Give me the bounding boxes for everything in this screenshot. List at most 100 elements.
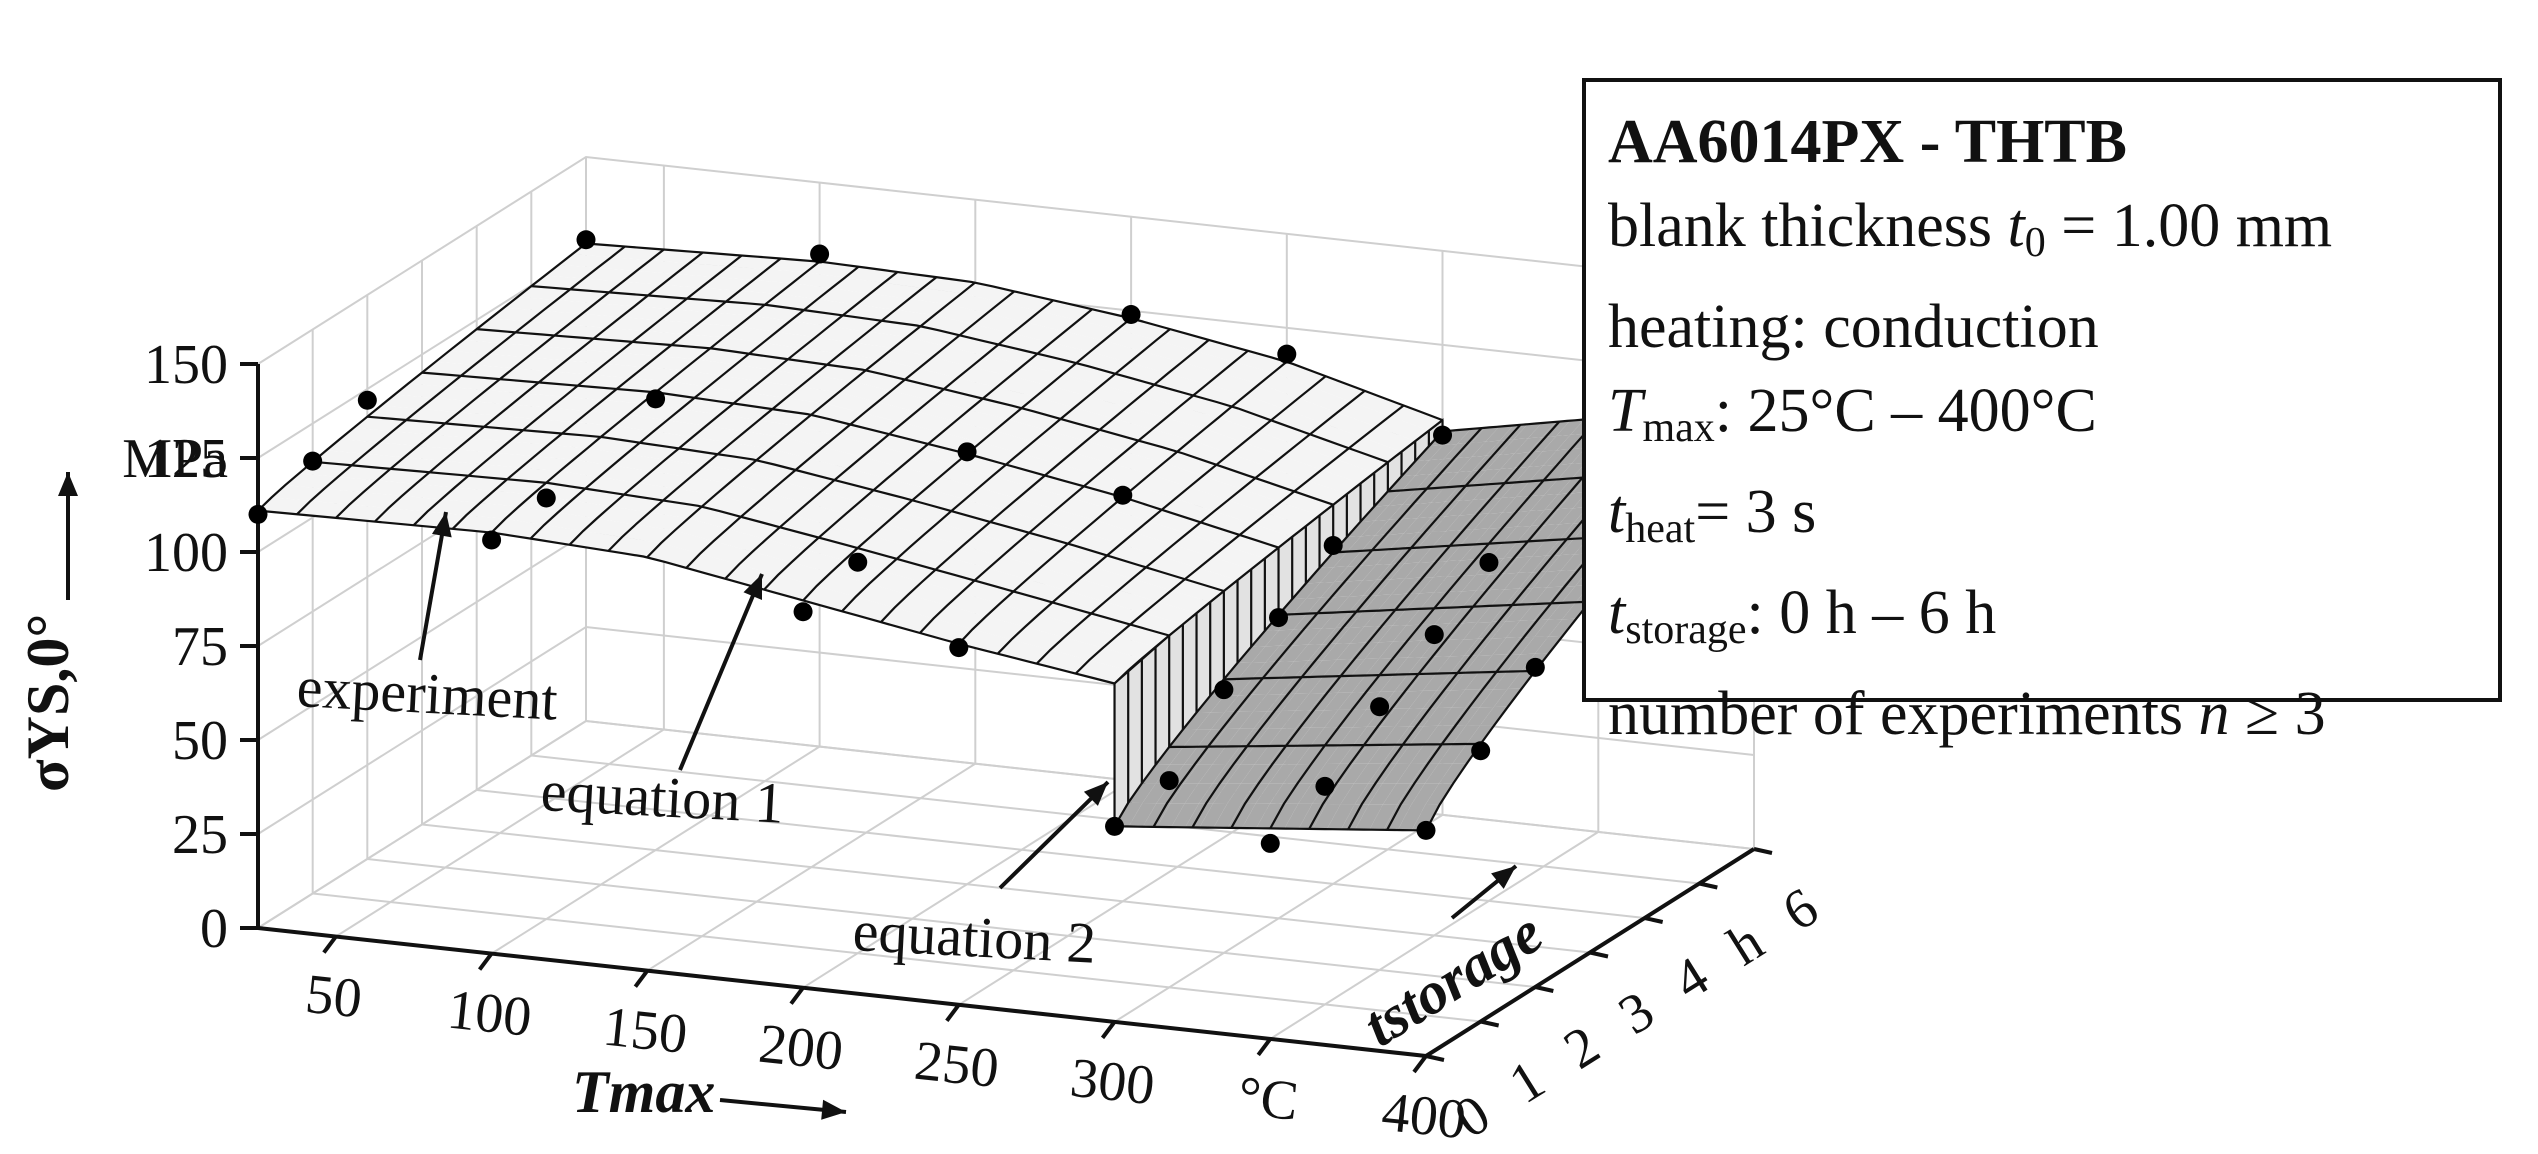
equation-1-surface-face [1132,567,1185,591]
equation-1-surface-face [554,324,608,339]
equation-2-surface-face [1268,728,1297,746]
equation-2-surface-face [1333,550,1362,568]
equation-2-surface-face [1506,620,1534,638]
equation-1-surface-face [870,282,923,299]
equation-2-surface-face [1507,670,1536,689]
equation-1-surface-face [801,337,855,354]
equation-1-surface-face [904,368,958,390]
y-tick-label: 4 [1663,945,1720,1012]
equation-2-surface-face [1459,498,1488,516]
experiment-point [1370,697,1390,717]
equation-1-surface-face [738,551,792,576]
equation-1-surface-face [687,287,740,302]
equation-1-surface-face [454,475,508,491]
equation-1-surface-face [598,465,652,483]
equation-1-surface-face [568,313,621,328]
equation-1-surface-face [902,411,956,433]
equation-2-surface-face [1476,589,1505,607]
equation-1-surface-face [676,477,730,495]
equation-1-surface-face [831,277,884,294]
equation-2-surface-face [1444,471,1473,488]
equation-1-surface-face [1036,649,1090,674]
x-axis-tick [1256,1037,1272,1057]
equation-2-surface-face [1199,803,1228,828]
equation-2-surface-face [1324,692,1352,711]
equation-2-surface-face [1396,763,1425,784]
equation-1-surface-face [417,434,471,450]
equation-2-surface-face [1252,677,1281,695]
equation-2-surface-face [1282,710,1310,729]
equation-2-surface-face [1480,706,1508,726]
equation-2-surface-face [1353,744,1382,764]
equation-1-surface-face [1269,456,1322,481]
equation-1-surface-face [378,431,432,446]
equation-1-surface-face [739,280,793,294]
equation-2-surface-face [1212,746,1240,765]
equation-1-surface-face [818,525,872,548]
equation-1-surface-face [499,368,553,383]
equation-1-surface-face [1171,579,1224,602]
equation-1-surface-face [458,401,512,416]
equation-1-surface-face [702,494,755,517]
equation-1-surface-face [967,442,1020,465]
equation-1-surface-face [447,375,500,391]
equation-2-surface-face [1171,803,1199,828]
equation-2-surface-face [1408,673,1437,692]
equation-2-surface-face [1239,711,1268,729]
thickness-var: t [2007,192,2025,260]
equation-2-surface-face [1254,745,1283,765]
equation-2-surface-face [1466,707,1494,726]
equation-2-surface-face [1449,638,1478,657]
equation-1-surface-face [998,333,1052,354]
x-tick-label: 250 [912,1030,1002,1100]
equation-1-surface-face [699,541,753,565]
info-thickness: blank thickness t0 = 1.00 mm [1608,184,2498,285]
theat-sub: heat [1625,506,1696,552]
equation-2-surface-face [1227,783,1256,804]
equation-2-surface-face [1415,459,1444,476]
equation-2-surface-face [1501,481,1530,498]
equation-2-surface-face [1556,433,1585,451]
equation-1-surface-face [1103,329,1157,352]
equation-1-surface-face [312,450,366,466]
equation-2-surface-face [1351,658,1380,676]
equation-2-surface-face [1516,510,1545,527]
equation-1-surface-face [685,323,738,338]
equation-1-surface-face [1284,398,1338,424]
x-axis-tick [633,969,649,988]
equation-1-surface-face [745,420,798,438]
equation-1-surface-face [394,383,448,398]
equation-1-surface-face [1062,363,1116,385]
equation-1-surface-face [376,468,430,484]
equation-2-surface-face [1265,629,1294,647]
equation-2-surface-face [1405,561,1433,579]
equation-2-surface-face [1155,746,1184,765]
equation-1-surface-face [415,472,469,488]
equation-1-surface-face [830,560,883,584]
equation-2-surface-face [1169,746,1198,765]
equation-1-surface-face [1218,406,1272,432]
equation-1-surface-face [612,454,666,472]
equation-1-surface-face [861,445,915,467]
equation-2-surface-face [1528,421,1556,439]
equation-1-surface-face [768,481,821,504]
equation-2-surface-face [1389,518,1418,535]
equation-2-surface-face [1374,504,1403,521]
equation-2-surface-face [1367,744,1396,764]
equation-2-surface-face [1532,570,1561,588]
equation-1-surface-face [1075,660,1129,684]
equation-1-surface-mesh-T [257,509,1115,685]
equation-2-surface-face [1471,440,1500,457]
equation-2-surface-face [1502,496,1530,513]
equation-1-surface-face [832,513,886,536]
equation-2-surface-face [1335,595,1363,613]
equation-1-surface-face [548,433,601,449]
equation-1-surface-face [1179,395,1233,418]
thickness-prefix: blank thickness [1608,192,2008,260]
equation-2-surface-face [1515,465,1544,483]
equation-1-surface-face [1245,383,1299,410]
equation-1-surface-face [753,269,806,284]
equation-1-surface-face [556,289,610,304]
equation-1-surface-face [1181,351,1235,374]
equation-2-surface-face [1462,574,1490,592]
